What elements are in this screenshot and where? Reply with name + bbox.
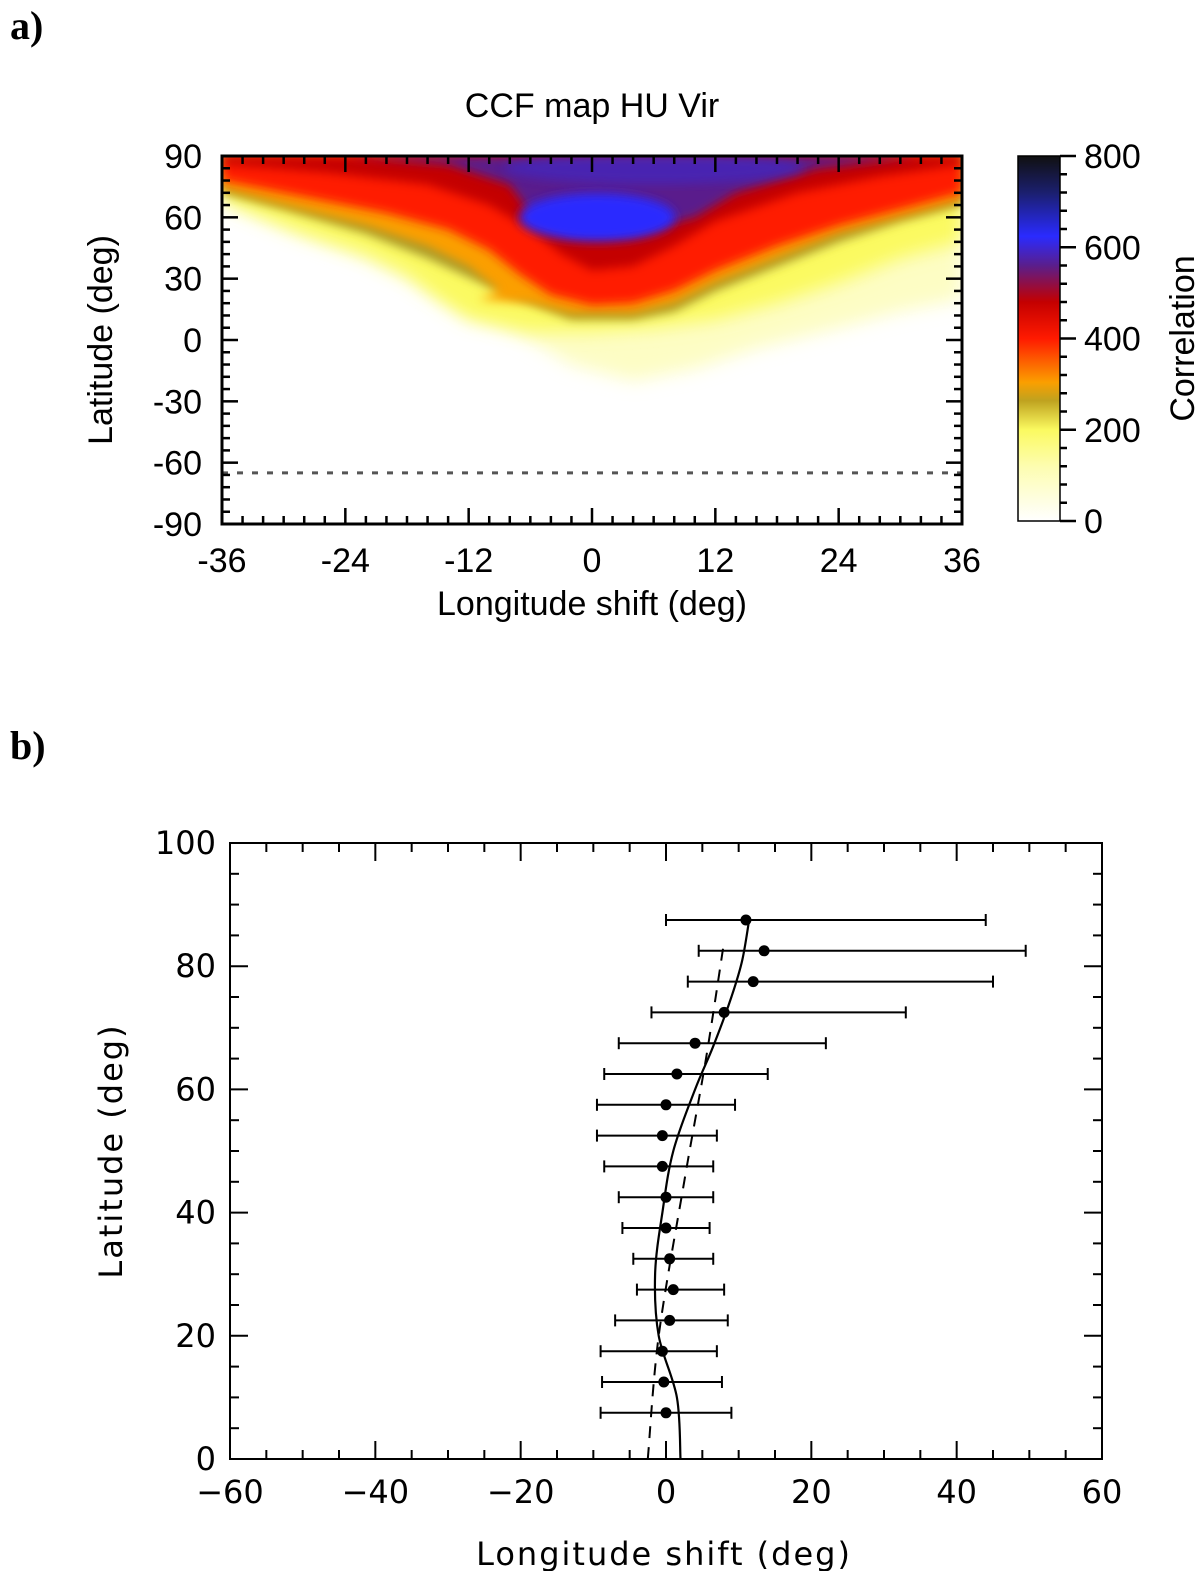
x-tick-label: 0 [656,1473,676,1511]
x-tick-label: 20 [791,1473,832,1511]
colorbar [1017,155,1061,522]
data-point [660,1222,672,1234]
data-point [740,914,752,926]
chart-title: CCF map HU Vir [465,87,719,125]
data-point [660,1191,672,1203]
x-tick-label: -24 [321,542,370,580]
x-tick-label: 36 [943,542,981,580]
data-point [660,1407,672,1419]
ccf-map-chart: -36 -24 -12 0 12 24 36 90 60 30 0 -30 -60 -90 CCF map … [82,87,1200,623]
y-tick-label: 20 [175,1317,216,1355]
panel-a-label: a) [10,3,44,48]
x-tick-label: 60 [1082,1473,1123,1511]
y-tick-label: 30 [164,261,202,299]
solid-fit-line [653,916,751,1460]
y-tick-label: 90 [164,138,202,176]
y-tick-label: 100 [155,824,216,862]
x-axis-label: Longitude shift (deg) [476,1535,852,1571]
x-tick-label: -12 [444,542,493,580]
data-point [758,945,770,957]
data-point [747,976,759,988]
x-tick-label: 40 [936,1473,977,1511]
x-tick-label: 0 [583,542,602,580]
data-point [658,1376,670,1388]
colorbar-tick-label: 400 [1084,321,1141,359]
y-tick-label: 60 [164,199,202,237]
x-tick-label: −20 [487,1473,555,1511]
data-point [671,1068,683,1080]
y-tick-label: 40 [175,1194,216,1232]
colorbar-tick-label: 600 [1084,229,1141,267]
data-point [689,1037,701,1049]
data-point [664,1314,676,1326]
y-tick-label: 80 [175,947,216,985]
ccf-map-image [222,156,962,381]
latitude-shift-chart: −60 −40 −20 0 20 40 60 100 80 60 40 20 0 Longitude sh… [92,824,1123,1571]
y-tick-label: 0 [196,1440,216,1478]
y-axis-label: Latitude (deg) [92,1023,130,1278]
colorbar-tick-label: 800 [1084,138,1141,176]
plot-frame [229,842,1103,1460]
y-tick-label: 60 [175,1070,216,1108]
x-tick-label: 12 [696,542,734,580]
x-axis-label: Longitude shift (deg) [437,585,747,623]
data-point [656,1345,668,1357]
colorbar-tick-label: 0 [1084,503,1103,541]
y-tick-label: -60 [153,445,202,483]
x-tick-label: 24 [820,542,858,580]
data-point [664,1253,676,1265]
y-tick-label: 0 [183,322,202,360]
colorbar-tick-label: 200 [1084,412,1141,450]
data-point [667,1284,679,1296]
y-tick-label: -90 [153,506,202,544]
dashed-fit-line [646,941,726,1460]
x-tick-label: −60 [196,1473,264,1511]
panel-b-label: b) [10,723,46,768]
x-tick-label: -36 [197,542,246,580]
data-point [718,1006,730,1018]
y-axis-label: Latitude (deg) [82,235,120,445]
data-point [656,1160,668,1172]
data-point [656,1130,668,1142]
colorbar-label: Correlation [1164,255,1200,421]
data-point [660,1099,672,1111]
upper-blue-band [503,156,804,185]
x-tick-label: −40 [342,1473,410,1511]
peak-blob [519,193,676,242]
y-tick-label: -30 [153,383,202,421]
